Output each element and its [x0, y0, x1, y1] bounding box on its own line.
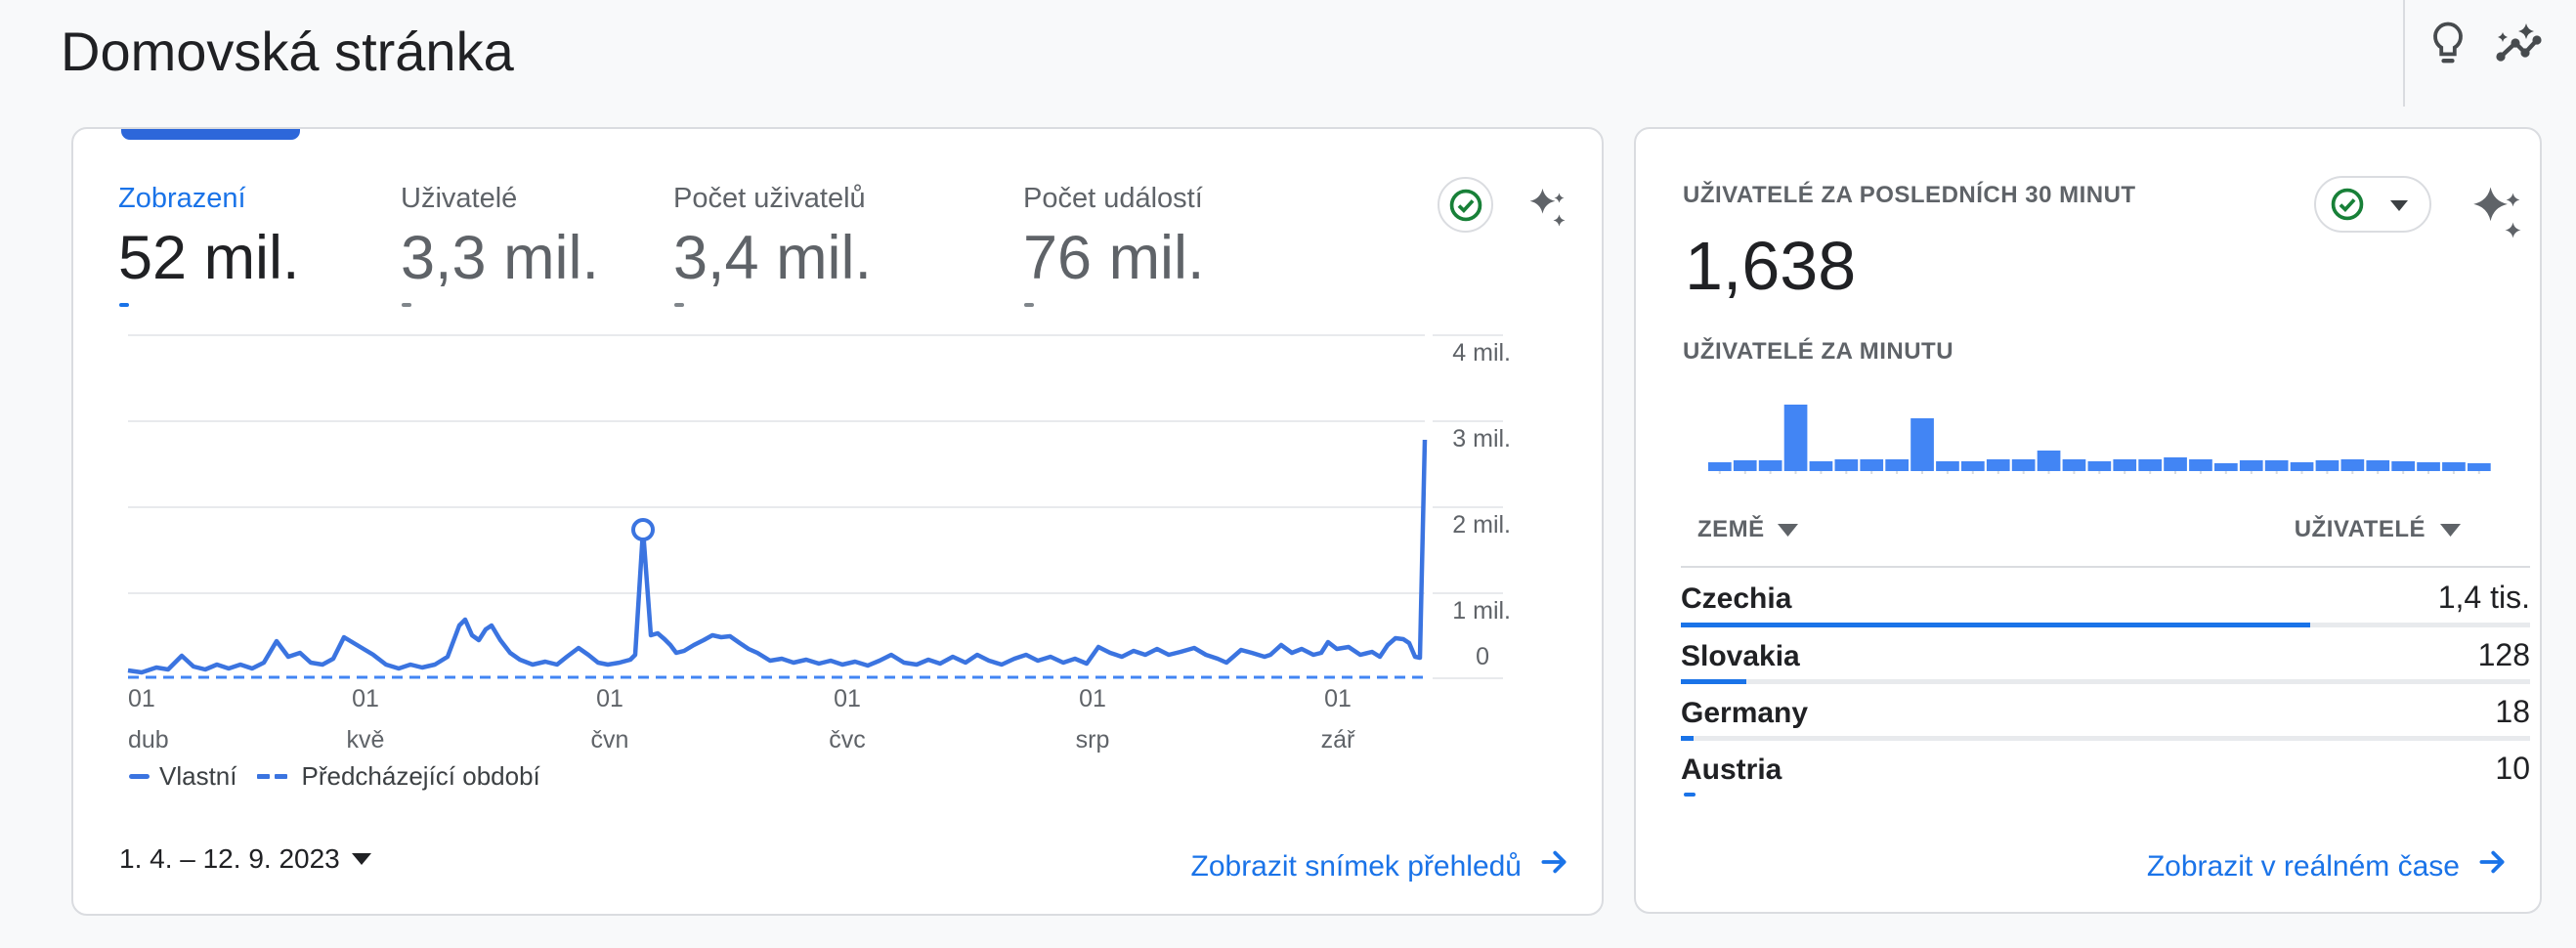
svg-text:kvě: kvě: [347, 726, 385, 754]
svg-text:01: 01: [596, 685, 623, 712]
svg-text:3 mil.: 3 mil.: [1452, 425, 1511, 452]
svg-text:0: 0: [1476, 643, 1489, 670]
svg-text:4 mil.: 4 mil.: [1452, 339, 1511, 366]
svg-text:1 mil.: 1 mil.: [1452, 597, 1511, 625]
svg-text:01: 01: [834, 685, 861, 712]
svg-text:čvc: čvc: [829, 726, 866, 754]
svg-text:01: 01: [1324, 685, 1352, 712]
svg-text:čvn: čvn: [591, 726, 629, 754]
svg-text:01: 01: [352, 685, 379, 712]
svg-text:01: 01: [128, 685, 155, 712]
svg-text:01: 01: [1079, 685, 1106, 712]
svg-text:2 mil.: 2 mil.: [1452, 511, 1511, 539]
svg-text:zář: zář: [1321, 726, 1355, 754]
svg-text:dub: dub: [128, 726, 169, 754]
svg-text:srp: srp: [1076, 726, 1110, 754]
